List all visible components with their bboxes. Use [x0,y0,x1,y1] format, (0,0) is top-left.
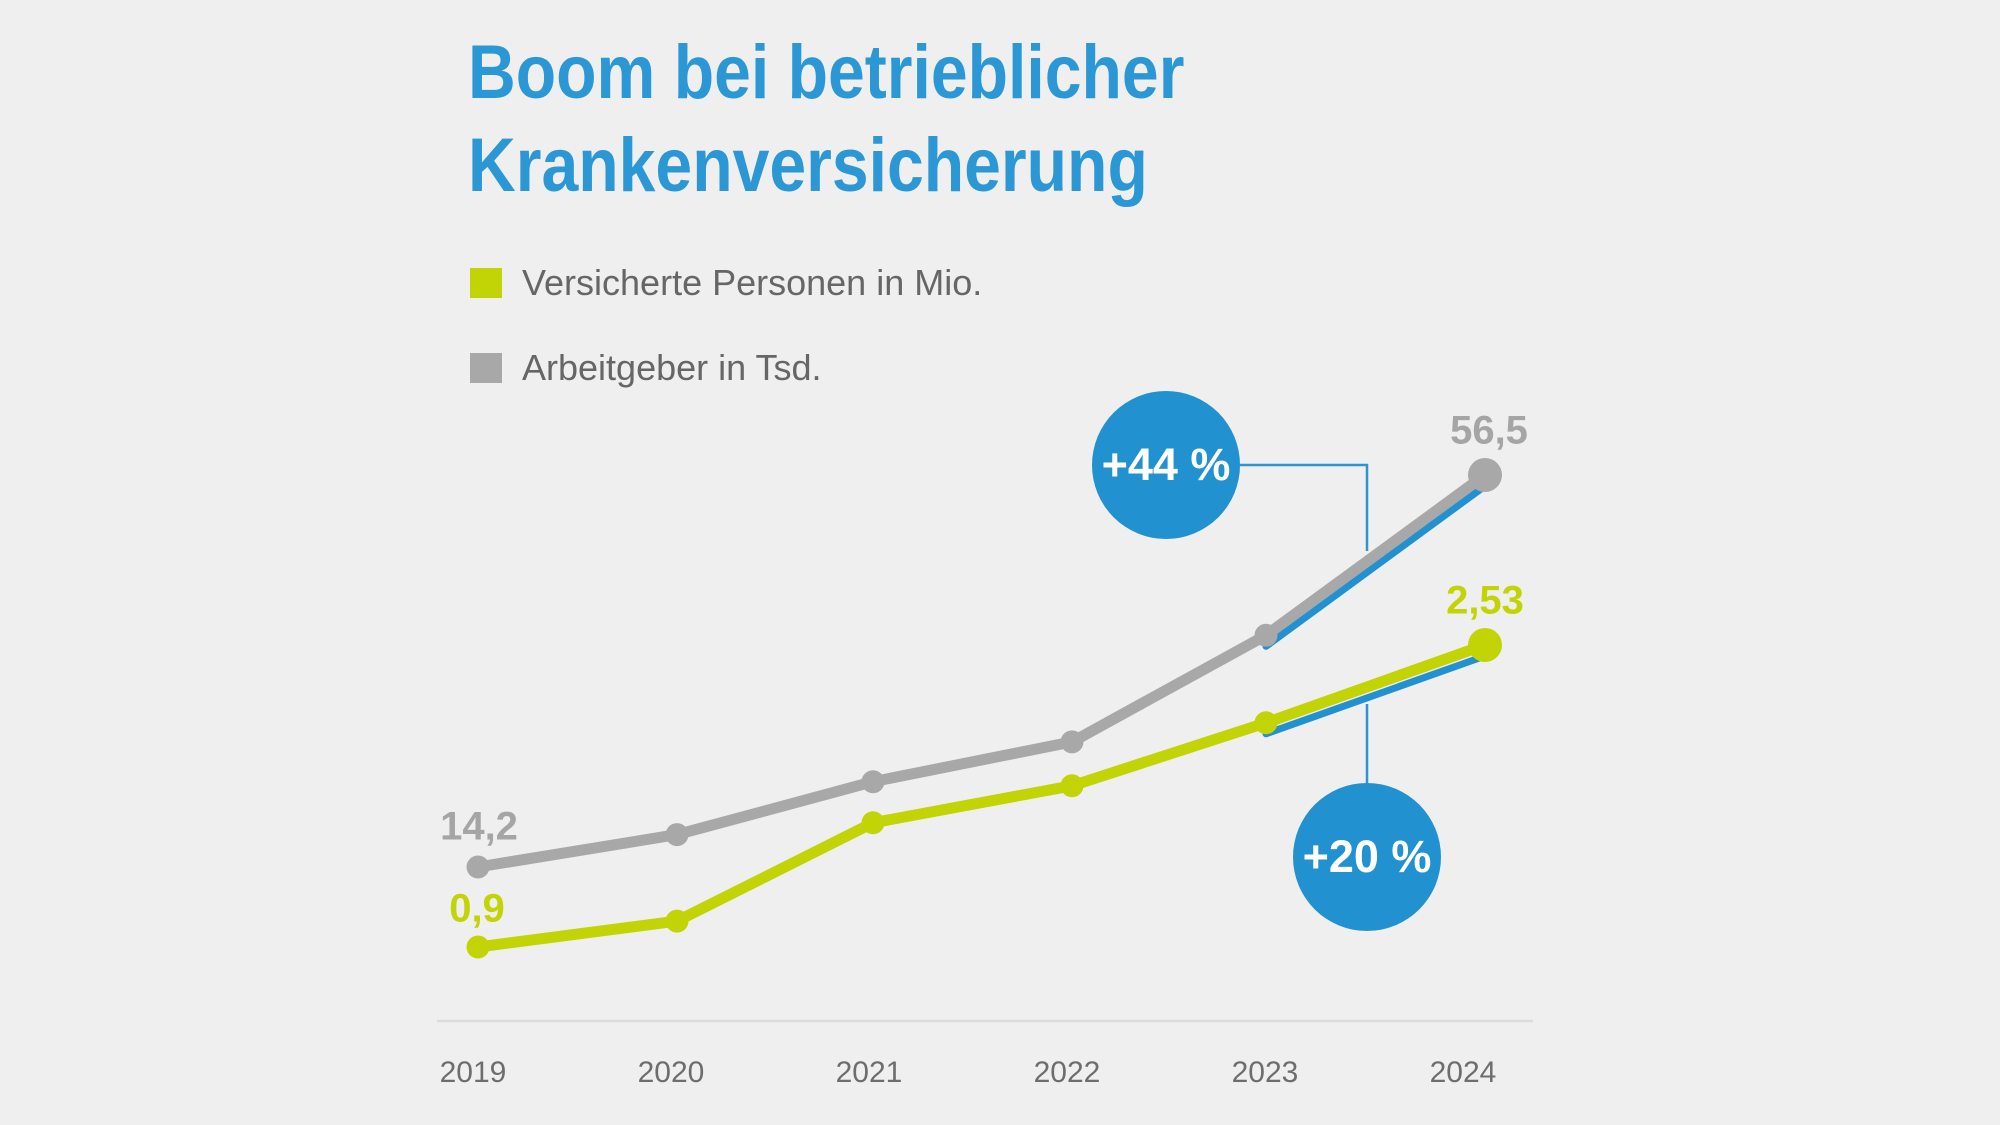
legend: Versicherte Personen in Mio. Arbeitgeber… [470,262,983,437]
data-point-arbeitgeber-2020 [665,823,689,847]
axis-label-2021: 2021 [835,1056,903,1089]
series-line-arbeitgeber [472,469,1491,873]
data-point-versicherte-2024 [1468,628,1502,662]
page-title: Boom bei betrieblicher Krankenversicheru… [468,26,1184,212]
connector-arbeitgeber-badge [1240,463,1369,551]
data-point-arbeitgeber-2021 [861,770,885,794]
legend-label-arbeitgeber: Arbeitgeber in Tsd. [522,347,822,388]
data-point-arbeitgeber-2022 [1060,730,1084,754]
data-point-arbeitgeber-2024 [1468,458,1502,492]
page-title-line2: Krankenversicherung [468,123,1148,208]
growth-highlight-arbeitgeber [1262,482,1489,650]
data-point-versicherte-2023 [1254,711,1278,735]
data-point-versicherte-2022 [1060,774,1084,798]
growth-badge-versicherte: +20 % [1293,783,1441,931]
page-title-line1: Boom bei betrieblicher [468,30,1185,115]
axis-label-2023: 2023 [1231,1056,1299,1089]
data-label-versicherte-2024: 2,53 [1446,578,1524,623]
legend-swatch-arbeitgeber-icon [470,353,502,383]
axis-label-2024: 2024 [1429,1056,1497,1089]
data-label-arbeitgeber-2024: 56,5 [1450,408,1528,453]
axis-label-2019: 2019 [439,1056,507,1089]
data-point-arbeitgeber-2023 [1254,623,1278,647]
data-point-versicherte-2020 [665,909,689,933]
legend-label-versicherte: Versicherte Personen in Mio. [522,262,983,303]
data-label-versicherte-2019: 0,9 [449,886,505,931]
legend-item-arbeitgeber: Arbeitgeber in Tsd. [470,347,982,388]
growth-highlight-versicherte [1262,652,1489,738]
data-label-arbeitgeber-2019: 14,2 [440,804,518,849]
legend-item-versicherte: Versicherte Personen in Mio. [470,262,983,303]
data-point-versicherte-2019 [466,935,490,959]
series-line-versicherte [472,639,1491,953]
data-point-versicherte-2021 [861,811,885,835]
legend-swatch-versicherte-icon [470,268,502,298]
data-point-arbeitgeber-2019 [466,855,490,879]
axis-label-2022: 2022 [1033,1056,1101,1089]
axis-label-2020: 2020 [637,1056,705,1089]
growth-badge-arbeitgeber: +44 % [1092,391,1240,539]
